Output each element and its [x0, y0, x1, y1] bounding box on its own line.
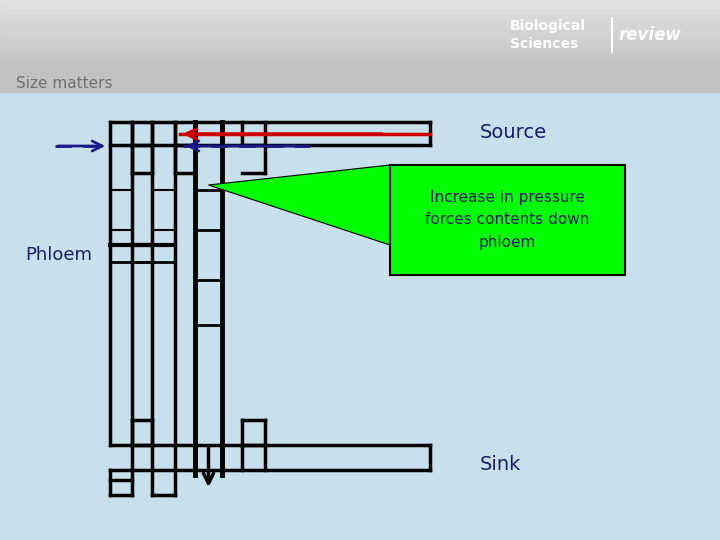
Bar [0, 68, 720, 69]
Bar [0, 13, 720, 15]
Text: review: review [618, 26, 680, 44]
Bar [0, 40, 720, 43]
Bar [0, 7, 720, 9]
Bar [390, 165, 625, 275]
Text: Source: Source [480, 124, 547, 143]
Bar [0, 15, 720, 17]
Bar [0, 16, 720, 19]
Bar [0, 36, 720, 37]
Bar [0, 0, 720, 2]
Bar [0, 11, 720, 13]
Text: Biological
Sciences: Biological Sciences [510, 19, 586, 51]
Bar [0, 35, 720, 37]
Text: Increase in pressure
forces contents down
phloem: Increase in pressure forces contents dow… [426, 190, 590, 249]
Text: Sink: Sink [480, 456, 521, 475]
Bar [0, 8, 720, 9]
Bar [0, 62, 720, 64]
Bar [0, 5, 720, 8]
Bar [0, 31, 720, 33]
Bar [0, 64, 720, 66]
Bar [0, 58, 720, 60]
Bar [0, 59, 720, 62]
Bar [0, 71, 720, 73]
Bar [0, 37, 720, 39]
Bar [0, 56, 720, 58]
Bar [0, 33, 720, 36]
Bar [0, 26, 720, 28]
Text: Phloem: Phloem [25, 246, 92, 264]
Bar [0, 39, 720, 41]
Bar [0, 41, 720, 43]
Bar [0, 50, 720, 52]
Bar [0, 47, 720, 49]
Bar [0, 58, 720, 60]
Bar [0, 24, 720, 26]
Bar [0, 9, 720, 11]
Bar [0, 5, 720, 8]
Bar [0, 18, 720, 21]
Text: Size matters: Size matters [16, 76, 112, 91]
Bar [0, 2, 720, 4]
Bar [0, 43, 720, 45]
Bar [0, 67, 720, 69]
Bar [0, 73, 720, 75]
Bar [0, 66, 720, 68]
Bar [0, 92, 720, 540]
Bar [0, 15, 720, 17]
Bar [0, 17, 720, 19]
Bar [0, 46, 720, 49]
Bar [0, 74, 720, 92]
Bar [0, 9, 720, 11]
Bar [0, 37, 720, 39]
Bar [0, 22, 720, 24]
Bar [0, 0, 720, 2]
Bar [0, 43, 720, 45]
Bar [0, 2, 720, 4]
Bar [0, 71, 720, 73]
Bar [0, 52, 720, 55]
Bar [0, 65, 720, 68]
Bar [0, 26, 720, 28]
Bar [0, 30, 720, 32]
Bar [0, 63, 720, 66]
Bar [0, 23, 720, 24]
Bar [0, 52, 720, 55]
Bar [0, 4, 720, 5]
Bar [0, 24, 720, 26]
Bar [0, 54, 720, 56]
Bar [0, 45, 720, 47]
Bar [0, 20, 720, 23]
Bar [0, 21, 720, 23]
Bar [0, 11, 720, 13]
Bar [0, 3, 720, 5]
Bar [0, 30, 720, 32]
Bar [0, 39, 720, 41]
Bar [0, 62, 720, 64]
Bar [0, 12, 720, 15]
Bar [0, 72, 720, 75]
Bar [0, 28, 720, 30]
Bar [0, 60, 720, 62]
Bar [0, 28, 720, 30]
Bar [0, 69, 720, 71]
Polygon shape [209, 165, 390, 245]
Bar [0, 49, 720, 51]
Bar [0, 33, 720, 36]
Bar [0, 56, 720, 58]
Bar [0, 32, 720, 33]
Bar [0, 51, 720, 52]
Bar [0, 44, 720, 47]
Bar [0, 69, 720, 71]
Bar [0, 19, 720, 21]
Bar [0, 48, 720, 51]
Bar [0, 55, 720, 56]
